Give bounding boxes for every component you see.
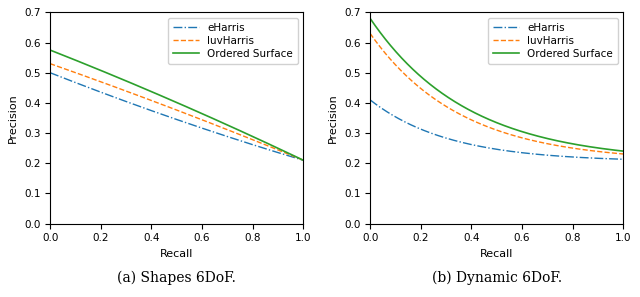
Ordered Surface bbox=[202, 113, 209, 117]
luvHarris bbox=[202, 119, 209, 123]
luvHarris bbox=[46, 62, 54, 65]
Ordered Surface bbox=[614, 149, 621, 152]
Line: Ordered Surface: Ordered Surface bbox=[50, 50, 303, 160]
eHarris bbox=[614, 157, 621, 161]
eHarris bbox=[47, 71, 55, 75]
Line: eHarris: eHarris bbox=[50, 73, 303, 160]
luvHarris bbox=[276, 149, 284, 152]
Ordered Surface bbox=[46, 48, 54, 52]
luvHarris bbox=[517, 136, 525, 139]
Ordered Surface bbox=[197, 111, 205, 115]
Ordered Surface bbox=[366, 17, 374, 20]
Ordered Surface bbox=[486, 118, 494, 122]
Y-axis label: Precision: Precision bbox=[8, 93, 19, 143]
eHarris bbox=[517, 151, 525, 154]
Ordered Surface bbox=[47, 49, 55, 52]
Ordered Surface bbox=[574, 143, 582, 146]
luvHarris bbox=[486, 126, 494, 129]
Ordered Surface bbox=[300, 159, 307, 162]
Text: (a) Shapes 6DoF.: (a) Shapes 6DoF. bbox=[117, 271, 236, 285]
luvHarris bbox=[574, 147, 582, 151]
eHarris bbox=[276, 151, 284, 155]
eHarris bbox=[486, 146, 494, 150]
Legend: eHarris, luvHarris, Ordered Surface: eHarris, luvHarris, Ordered Surface bbox=[168, 18, 298, 64]
Ordered Surface bbox=[620, 149, 627, 153]
luvHarris bbox=[614, 152, 621, 155]
eHarris bbox=[202, 127, 209, 131]
eHarris bbox=[620, 157, 627, 161]
Ordered Surface bbox=[276, 147, 284, 151]
Line: luvHarris: luvHarris bbox=[50, 64, 303, 160]
luvHarris bbox=[260, 142, 268, 146]
Text: (b) Dynamic 6DoF.: (b) Dynamic 6DoF. bbox=[432, 271, 562, 285]
luvHarris bbox=[197, 118, 205, 121]
eHarris bbox=[503, 149, 511, 153]
luvHarris bbox=[488, 127, 496, 130]
eHarris bbox=[488, 147, 496, 150]
luvHarris bbox=[196, 117, 204, 121]
Legend: eHarris, luvHarris, Ordered Surface: eHarris, luvHarris, Ordered Surface bbox=[488, 18, 618, 64]
luvHarris bbox=[366, 32, 374, 35]
X-axis label: Recall: Recall bbox=[160, 249, 193, 259]
Ordered Surface bbox=[260, 140, 268, 143]
Ordered Surface bbox=[196, 111, 204, 115]
Line: luvHarris: luvHarris bbox=[370, 34, 623, 154]
Ordered Surface bbox=[517, 129, 525, 133]
Line: eHarris: eHarris bbox=[370, 100, 623, 159]
Line: Ordered Surface: Ordered Surface bbox=[370, 18, 623, 151]
luvHarris bbox=[503, 132, 511, 135]
Ordered Surface bbox=[503, 125, 511, 128]
luvHarris bbox=[47, 62, 55, 66]
eHarris bbox=[300, 159, 307, 162]
eHarris bbox=[46, 71, 54, 75]
eHarris bbox=[260, 146, 268, 150]
eHarris bbox=[197, 126, 205, 129]
eHarris bbox=[366, 98, 374, 102]
luvHarris bbox=[620, 152, 627, 156]
Ordered Surface bbox=[488, 119, 496, 122]
eHarris bbox=[196, 126, 204, 129]
luvHarris bbox=[300, 159, 307, 162]
X-axis label: Recall: Recall bbox=[480, 249, 513, 259]
Y-axis label: Precision: Precision bbox=[328, 93, 339, 143]
eHarris bbox=[574, 156, 582, 159]
